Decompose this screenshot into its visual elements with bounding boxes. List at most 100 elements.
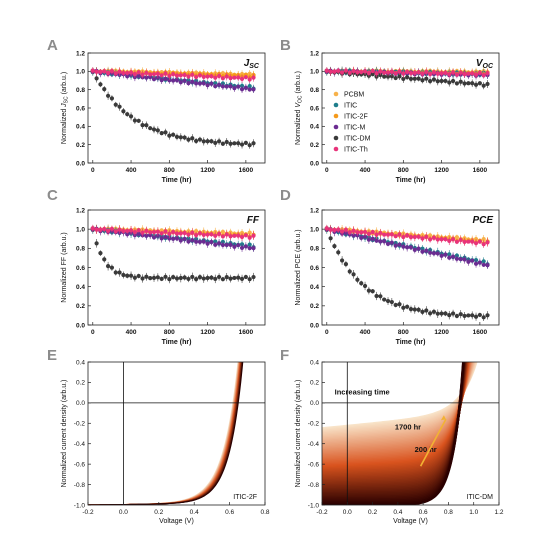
series-itic-th (90, 67, 256, 84)
y-tick-label: -0.4 (308, 441, 320, 448)
legend: PCBM ITIC ITIC-2F ITIC-M ITIC-DM ITIC-Th (333, 91, 371, 153)
data-point (194, 74, 199, 80)
data-point (397, 242, 402, 247)
data-point (174, 231, 180, 236)
data-point (132, 72, 137, 77)
data-point (201, 74, 206, 79)
data-point (420, 78, 425, 83)
data-point (201, 81, 206, 86)
data-point (171, 78, 176, 83)
data-point (439, 311, 444, 316)
y-tick-label: 0.2 (310, 142, 319, 149)
legend-entry: PCBM (344, 91, 364, 98)
data-point (186, 239, 191, 244)
data-point (251, 245, 256, 251)
data-point (431, 309, 437, 314)
data-point (220, 277, 226, 282)
data-point (443, 237, 448, 242)
x-tick-label: 1600 (239, 167, 254, 174)
y-tick-label: -0.6 (308, 461, 320, 468)
data-point (190, 274, 195, 280)
data-point (232, 233, 237, 238)
x-tick-label: 1600 (239, 329, 254, 336)
jv-curve (322, 362, 471, 461)
data-point (174, 276, 180, 281)
data-point (416, 70, 421, 75)
jv-curve (322, 362, 474, 444)
y-tick-label: 0.6 (310, 265, 319, 272)
data-point (98, 251, 103, 256)
legend-entry: ITIC-2F (344, 113, 368, 120)
x-tick-label: 800 (398, 167, 409, 174)
data-point (351, 272, 356, 277)
data-point (151, 77, 157, 82)
data-point (339, 70, 345, 75)
data-point (182, 236, 187, 241)
y-tick-label: 0.0 (310, 322, 319, 329)
y-tick-label: 1.2 (76, 207, 85, 214)
data-point (140, 230, 145, 235)
data-point (247, 246, 252, 251)
x-tick-label: 0.4 (393, 509, 402, 516)
data-point (182, 230, 187, 236)
data-point (121, 109, 126, 114)
data-point (370, 229, 375, 235)
data-point (213, 84, 218, 89)
time-arrow-head (440, 415, 446, 421)
data-point (182, 78, 187, 83)
data-point (159, 78, 164, 83)
data-point (454, 81, 460, 86)
jv-curve (322, 362, 465, 505)
data-point (454, 239, 460, 244)
panel-c-ff: 0.0 0.2 0.4 0.6 0.8 1.0 1.2 0 400 800 1200 1600 Time… (61, 207, 266, 346)
data-point (167, 133, 172, 138)
data-point (485, 240, 490, 245)
x-tick-label: 1.0 (469, 509, 478, 516)
panel-letter-a: A (47, 37, 58, 54)
data-point (401, 71, 406, 76)
data-point (140, 276, 145, 281)
data-point (378, 294, 383, 299)
data-point (470, 71, 475, 76)
data-point (216, 139, 222, 144)
data-point (205, 139, 210, 144)
data-point (125, 112, 130, 117)
y-axis-label: Normalized current density (arb.u.) (295, 380, 302, 488)
jv-curve (322, 362, 474, 443)
data-point (163, 76, 168, 81)
data-point (239, 87, 245, 92)
data-point (136, 231, 141, 236)
data-point (393, 234, 398, 239)
legend-marker (333, 124, 339, 130)
data-point (447, 72, 452, 77)
data-point (251, 274, 256, 280)
y-tick-label: -0.4 (74, 441, 86, 448)
data-point (450, 237, 456, 242)
data-point (247, 230, 252, 235)
y-tick-label: -1.0 (74, 502, 86, 509)
data-point (247, 235, 252, 240)
data-point (243, 85, 248, 90)
data-point (424, 234, 429, 239)
data-point (336, 250, 341, 255)
data-point (216, 82, 222, 87)
data-point (405, 245, 410, 250)
data-point (125, 228, 130, 234)
data-point (224, 74, 229, 79)
data-point (205, 74, 210, 79)
y-tick-label: 1.2 (76, 50, 85, 57)
data-point (408, 71, 414, 76)
data-point (454, 313, 460, 319)
y-tick-label: 0.6 (76, 265, 85, 272)
data-point (401, 76, 406, 81)
legend-marker (333, 91, 339, 97)
data-point (382, 239, 387, 244)
data-point (171, 229, 176, 235)
data-point (397, 74, 402, 79)
data-point (481, 237, 486, 242)
data-point (466, 239, 471, 244)
data-point (209, 74, 214, 79)
data-point (431, 70, 437, 75)
data-point (343, 68, 349, 73)
y-tick-label: 0.2 (76, 380, 85, 387)
